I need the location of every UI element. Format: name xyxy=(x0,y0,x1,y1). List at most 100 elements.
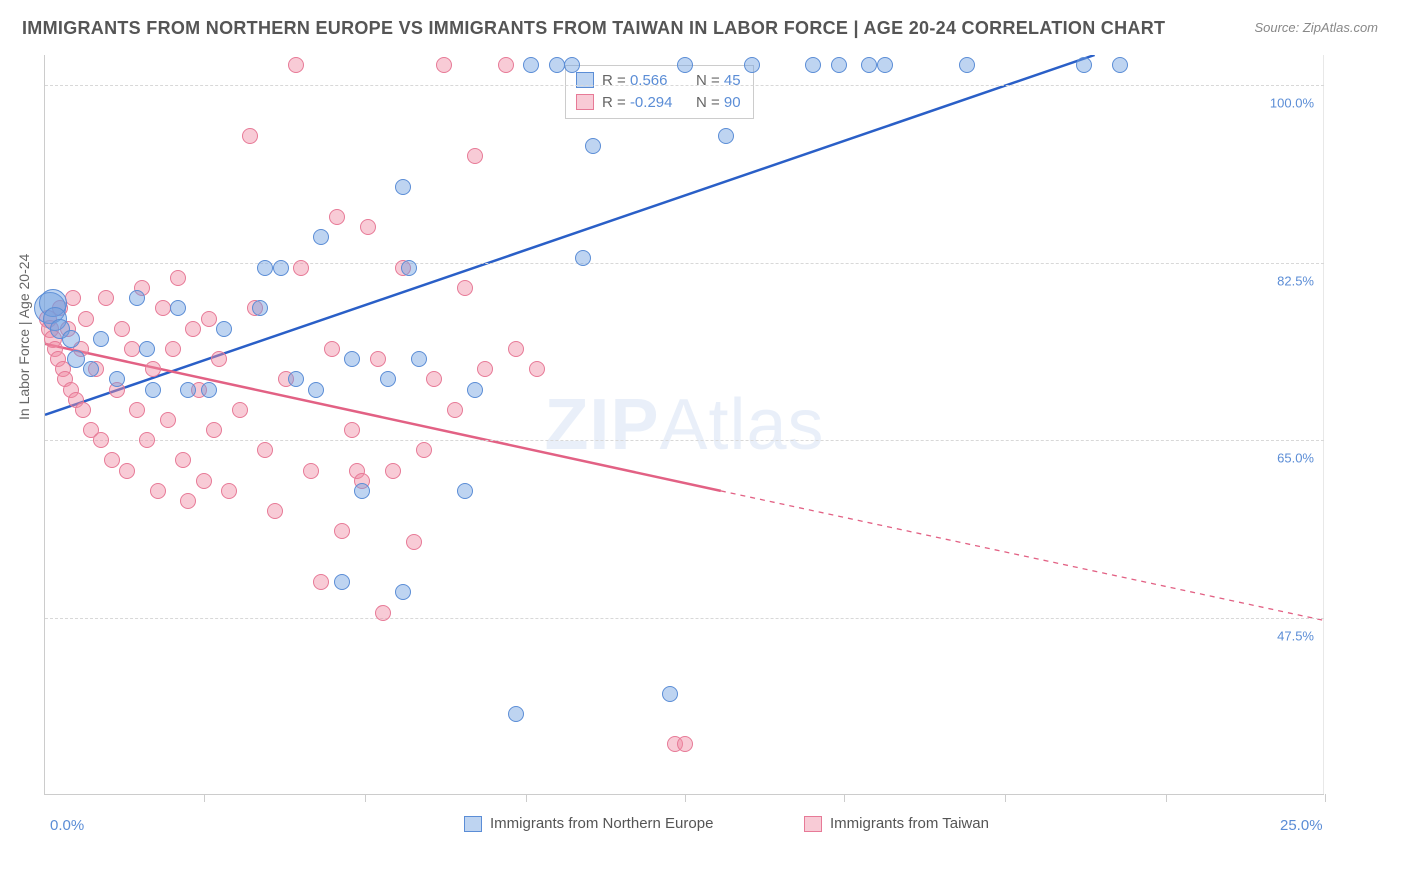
x-tick xyxy=(1325,794,1326,802)
scatter-point-pink xyxy=(288,57,304,73)
scatter-point-blue xyxy=(395,179,411,195)
scatter-point-pink xyxy=(211,351,227,367)
scatter-point-pink xyxy=(329,209,345,225)
scatter-point-blue xyxy=(62,330,80,348)
scatter-point-blue xyxy=(662,686,678,702)
scatter-point-blue xyxy=(83,361,99,377)
scatter-point-pink xyxy=(267,503,283,519)
scatter-point-pink xyxy=(334,523,350,539)
scatter-point-blue xyxy=(467,382,483,398)
scatter-point-blue xyxy=(344,351,360,367)
scatter-point-pink xyxy=(75,402,91,418)
y-tick-label: 100.0% xyxy=(1270,96,1314,111)
scatter-point-pink xyxy=(155,300,171,316)
scatter-point-pink xyxy=(447,402,463,418)
scatter-point-pink xyxy=(457,280,473,296)
scatter-point-blue xyxy=(805,57,821,73)
legend-swatch-icon xyxy=(804,816,822,832)
x-tick xyxy=(365,794,366,802)
scatter-point-blue xyxy=(308,382,324,398)
scatter-point-blue xyxy=(744,57,760,73)
scatter-point-pink xyxy=(201,311,217,327)
x-tick xyxy=(685,794,686,802)
legend-n-label: N = xyxy=(696,72,724,89)
scatter-point-blue xyxy=(139,341,155,357)
legend-swatch-icon xyxy=(576,94,594,110)
scatter-point-pink xyxy=(242,128,258,144)
scatter-point-blue xyxy=(959,57,975,73)
x-tick xyxy=(1005,794,1006,802)
scatter-point-pink xyxy=(477,361,493,377)
x-tick xyxy=(204,794,205,802)
bottom-legend-item: Immigrants from Taiwan xyxy=(804,815,989,832)
scatter-point-pink xyxy=(175,452,191,468)
scatter-point-blue xyxy=(109,371,125,387)
scatter-point-pink xyxy=(165,341,181,357)
scatter-point-pink xyxy=(303,463,319,479)
scatter-point-pink xyxy=(221,483,237,499)
scatter-point-blue xyxy=(380,371,396,387)
scatter-point-pink xyxy=(104,452,120,468)
scatter-point-blue xyxy=(67,350,85,368)
scatter-point-blue xyxy=(411,351,427,367)
scatter-point-pink xyxy=(129,402,145,418)
y-axis-title: In Labor Force | Age 20-24 xyxy=(16,254,32,420)
source-label: Source: ZipAtlas.com xyxy=(1254,20,1378,35)
x-tick xyxy=(844,794,845,802)
legend-r-value: 0.566 xyxy=(630,70,696,92)
scatter-point-pink xyxy=(370,351,386,367)
legend-r-label: R = xyxy=(602,94,630,111)
watermark-bold: ZIP xyxy=(544,385,659,465)
watermark-thin: Atlas xyxy=(659,385,824,465)
scatter-point-blue xyxy=(273,260,289,276)
scatter-point-pink xyxy=(406,534,422,550)
legend-n-value: 90 xyxy=(724,94,741,111)
scatter-point-blue xyxy=(252,300,268,316)
scatter-point-pink xyxy=(293,260,309,276)
trend-lines-svg xyxy=(45,55,1325,795)
scatter-point-pink xyxy=(180,493,196,509)
scatter-point-blue xyxy=(313,229,329,245)
scatter-point-pink xyxy=(170,270,186,286)
scatter-point-blue xyxy=(677,57,693,73)
scatter-point-pink xyxy=(498,57,514,73)
scatter-point-blue xyxy=(549,57,565,73)
legend-series-label: Immigrants from Taiwan xyxy=(830,815,989,832)
legend-r-label: R = xyxy=(602,72,630,89)
scatter-point-pink xyxy=(206,422,222,438)
scatter-point-blue xyxy=(257,260,273,276)
scatter-point-pink xyxy=(150,483,166,499)
plot-area: ZIPAtlas R = 0.566N = 45R = -0.294N = 90… xyxy=(44,55,1324,795)
x-tick-label: 25.0% xyxy=(1280,817,1323,834)
scatter-point-blue xyxy=(401,260,417,276)
gridline-h xyxy=(45,618,1324,619)
scatter-point-pink xyxy=(124,341,140,357)
scatter-point-pink xyxy=(677,736,693,752)
bottom-legend-item: Immigrants from Northern Europe xyxy=(464,815,713,832)
scatter-point-pink xyxy=(360,219,376,235)
scatter-point-blue xyxy=(395,584,411,600)
chart-container: IMMIGRANTS FROM NORTHERN EUROPE VS IMMIG… xyxy=(0,0,1406,892)
scatter-point-pink xyxy=(114,321,130,337)
scatter-point-blue xyxy=(354,483,370,499)
scatter-point-pink xyxy=(416,442,432,458)
scatter-point-blue xyxy=(718,128,734,144)
scatter-point-pink xyxy=(508,341,524,357)
x-tick xyxy=(526,794,527,802)
scatter-point-pink xyxy=(324,341,340,357)
legend-n-label: N = xyxy=(696,94,724,111)
y-tick-label: 47.5% xyxy=(1277,628,1314,643)
scatter-point-pink xyxy=(436,57,452,73)
x-tick-label: 0.0% xyxy=(50,817,84,834)
gridline-h xyxy=(45,440,1324,441)
scatter-point-pink xyxy=(375,605,391,621)
y-tick-label: 82.5% xyxy=(1277,273,1314,288)
scatter-point-pink xyxy=(196,473,212,489)
scatter-point-pink xyxy=(257,442,273,458)
scatter-point-blue xyxy=(180,382,196,398)
scatter-point-blue xyxy=(216,321,232,337)
x-tick xyxy=(1166,794,1167,802)
scatter-point-blue xyxy=(288,371,304,387)
scatter-point-pink xyxy=(232,402,248,418)
scatter-point-blue xyxy=(1112,57,1128,73)
